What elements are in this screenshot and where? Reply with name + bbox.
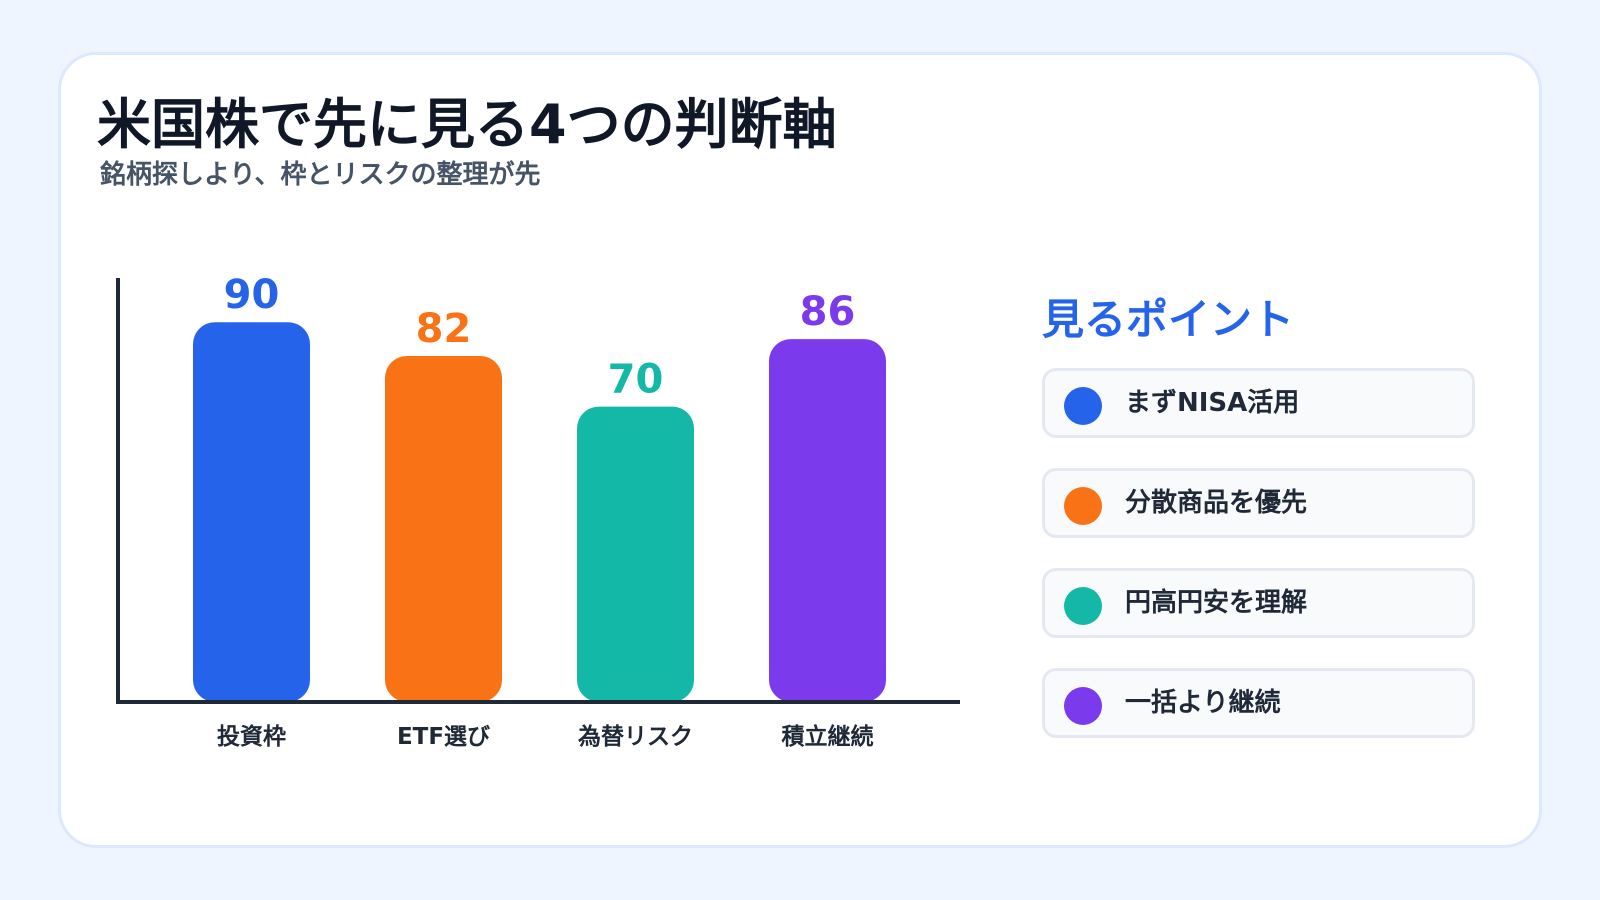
point-label: まずNISA活用	[1125, 388, 1300, 418]
x-tick-label: 投資枠	[217, 723, 286, 750]
data-label: 70	[608, 357, 664, 403]
point-label: 分散商品を優先	[1125, 488, 1308, 518]
bullet-dot-icon	[1064, 387, 1102, 425]
data-label: 82	[416, 306, 472, 352]
bullet-dot-icon	[1064, 487, 1102, 525]
bar-1	[385, 355, 502, 702]
x-tick-label: ETF選び	[397, 724, 490, 750]
bar-3	[769, 339, 886, 702]
point-item: 分散商品を優先	[1042, 468, 1475, 538]
bullet-dot-icon	[1064, 587, 1102, 625]
bar-chart: 90 投資枠 82 ETF選び 70 為替リスク 86 積立継続	[116, 272, 960, 750]
point-item: まずNISA活用	[1042, 368, 1475, 438]
page-title: 米国株で先に見る4つの判断軸	[97, 93, 837, 156]
x-tick-label: 為替リスク	[578, 723, 693, 750]
point-item: 一括より継続	[1042, 668, 1475, 738]
bar-0	[193, 322, 310, 702]
bar-2	[577, 406, 694, 702]
data-label: 86	[800, 289, 856, 335]
x-tick-label: 積立継続	[782, 723, 874, 750]
points-title: 見るポイント	[1042, 295, 1295, 344]
data-label: 90	[224, 272, 280, 318]
point-label: 円高円安を理解	[1125, 588, 1308, 618]
point-label: 一括より継続	[1125, 688, 1281, 718]
bullet-dot-icon	[1064, 687, 1102, 725]
point-item: 円高円安を理解	[1042, 568, 1475, 638]
page-subtitle: 銘柄探しより、枠とリスクの整理が先	[100, 160, 541, 190]
